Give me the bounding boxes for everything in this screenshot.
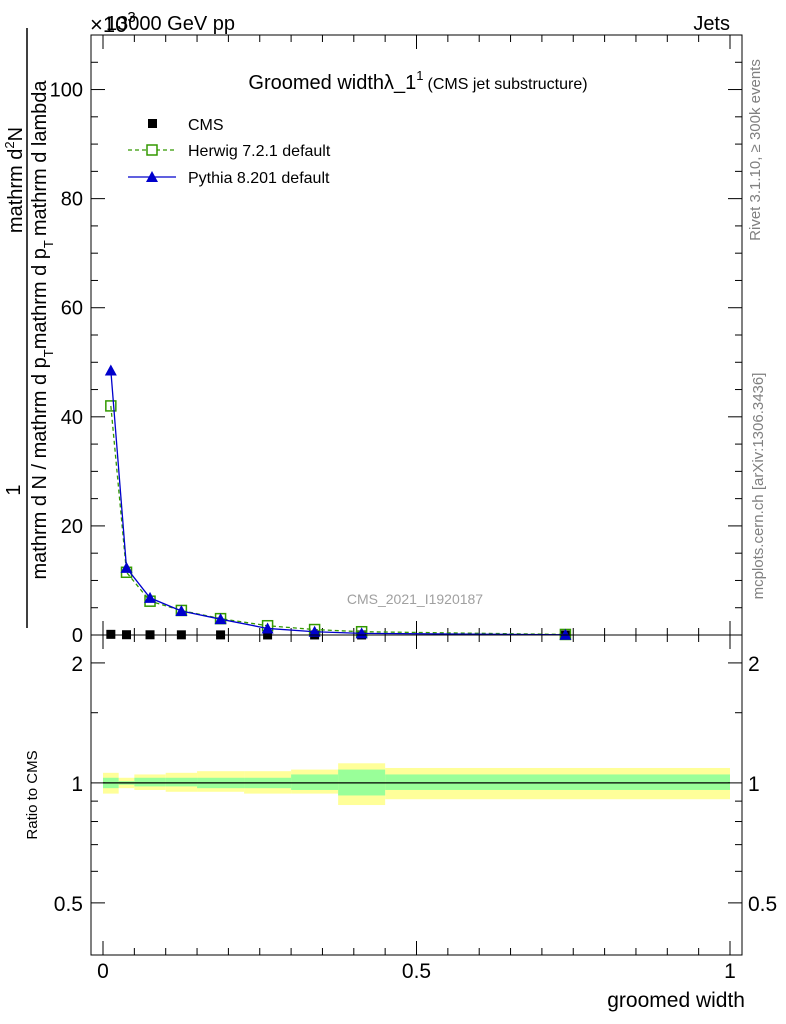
legend-cms-label: CMS	[188, 117, 224, 134]
ratio-stat-band	[165, 777, 198, 787]
main-series	[104, 364, 572, 641]
legend-cms-marker	[148, 119, 157, 128]
ratio-y-tick-label-right: 1	[748, 773, 760, 796]
ratio-y-tick-label: 1	[71, 773, 83, 796]
x-axis-label: groomed width	[607, 989, 745, 1012]
main-y-tick-label: 20	[61, 516, 83, 538]
main-y-tick-label: 0	[72, 625, 83, 647]
pythia-point	[355, 627, 368, 639]
main-ticks: 0 20 40 60 80 100	[50, 34, 742, 647]
exponent-label: ×103	[90, 9, 136, 37]
ratio-y-tick-label: 0.5	[54, 893, 83, 916]
x-tick-label: 1	[724, 960, 736, 983]
ylabel-denominator: mathrm d N / mathrm d pTmathrm d pTmathr…	[29, 80, 56, 580]
x-tick-label: 0.5	[402, 960, 431, 983]
pythia-point	[175, 605, 188, 616]
pythia-point	[104, 364, 117, 376]
pythia-point	[261, 622, 274, 634]
ratio-ylabel: Ratio to CMS	[24, 750, 41, 839]
ratio-y-tick-label-right: 0.5	[748, 893, 777, 916]
ratio-stat-band	[291, 774, 339, 790]
legend-herwig-marker	[146, 144, 158, 156]
ylabel-numerator: mathrm d2N	[2, 127, 27, 233]
pythia-point	[559, 628, 572, 640]
process-label: Jets	[693, 13, 730, 35]
x-tick-label: 0	[97, 960, 109, 983]
energy-label: 13000 GeV pp	[106, 13, 235, 35]
legend-pythia-label: Pythia 8.201 default	[188, 170, 330, 187]
main-y-tick-label: 100	[50, 80, 83, 102]
main-y-tick-label: 60	[61, 298, 83, 320]
legend-pythia-marker	[146, 171, 158, 182]
mcplots-label: mcplots.cern.ch [arXiv:1306.3436]	[750, 373, 767, 600]
ylabel-top: 1	[3, 484, 25, 495]
pythia-point	[308, 625, 321, 637]
pythia-point	[120, 561, 133, 573]
rivet-label: Rivet 3.1.10, ≥ 300k events	[747, 59, 764, 241]
cms-point	[106, 629, 116, 639]
ratio-ticks: 0.5 0.5 1 1 2 2 0 0.5 1	[54, 635, 777, 983]
plot-title: Groomed widthλ_11(CMS jet substructure)	[248, 68, 587, 94]
legend-herwig-label: Herwig 7.2.1 default	[188, 143, 331, 160]
legend: CMS Herwig 7.2.1 default Pythia 8.201 de…	[128, 117, 331, 187]
series-line-1	[110, 405, 566, 636]
ratio-y-tick-label-right: 2	[748, 653, 760, 676]
main-ylabel: 1 mathrm d2N mathrm d N / mathrm d pTmat…	[2, 28, 56, 628]
main-y-tick-label: 80	[61, 189, 83, 211]
series-line-2	[110, 370, 566, 636]
herwig-point	[105, 400, 117, 412]
pythia-point	[144, 591, 157, 603]
ratio-stat-band	[134, 777, 166, 787]
analysis-watermark: CMS_2021_I1920187	[347, 591, 483, 607]
ratio-stat-band	[385, 774, 730, 790]
ratio-y-tick-label: 2	[71, 653, 83, 676]
ratio-bands	[103, 763, 730, 806]
main-y-tick-label: 40	[61, 407, 83, 429]
pythia-point	[214, 613, 227, 625]
